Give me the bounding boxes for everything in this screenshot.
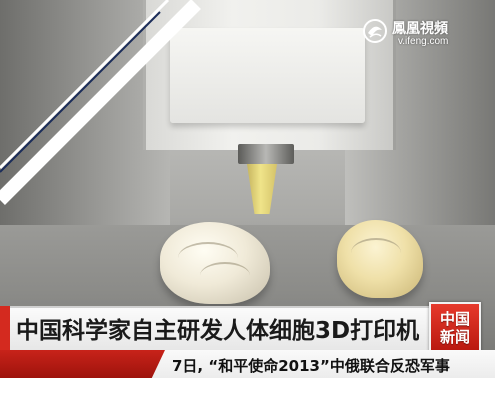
china-news-badge: 中国 新闻 — [429, 302, 481, 354]
printed-tooth-left — [160, 222, 270, 304]
ticker-red-block — [0, 350, 165, 378]
phoenix-logo-icon — [363, 19, 387, 43]
headline-accent-bar — [0, 306, 10, 350]
printer-head-block — [170, 28, 365, 123]
bottom-strip — [0, 378, 495, 395]
headline-band — [0, 306, 430, 352]
print-nozzle — [247, 164, 277, 214]
ifeng-logo: 鳳凰視頻 v.ifeng.com — [362, 18, 472, 50]
news-headline: 中国科学家自主研发人体细胞3D打印机 — [16, 318, 420, 344]
tooth-groove — [351, 238, 401, 268]
nozzle-collar — [238, 144, 294, 164]
logo-url: v.ifeng.com — [398, 36, 449, 47]
logo-name: 鳳凰視頻 — [392, 21, 448, 37]
badge-line-1: 中国 — [439, 310, 470, 328]
tooth-groove — [200, 262, 250, 289]
news-ticker: 7日, “和平使命2013”中俄联合反恐军事 — [172, 357, 450, 375]
tooth-groove — [178, 242, 238, 274]
badge-line-2: 新闻 — [439, 328, 470, 346]
printed-tooth-right — [337, 220, 423, 298]
